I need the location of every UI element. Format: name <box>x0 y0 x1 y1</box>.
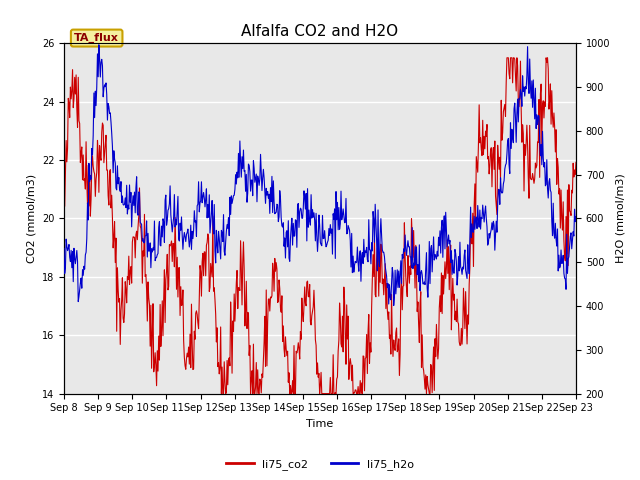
Text: TA_flux: TA_flux <box>74 33 119 43</box>
Legend: li75_co2, li75_h2o: li75_co2, li75_h2o <box>221 455 419 474</box>
Y-axis label: H2O (mmol/m3): H2O (mmol/m3) <box>616 174 626 263</box>
Title: Alfalfa CO2 and H2O: Alfalfa CO2 and H2O <box>241 24 399 39</box>
X-axis label: Time: Time <box>307 419 333 429</box>
Y-axis label: CO2 (mmol/m3): CO2 (mmol/m3) <box>26 174 36 263</box>
